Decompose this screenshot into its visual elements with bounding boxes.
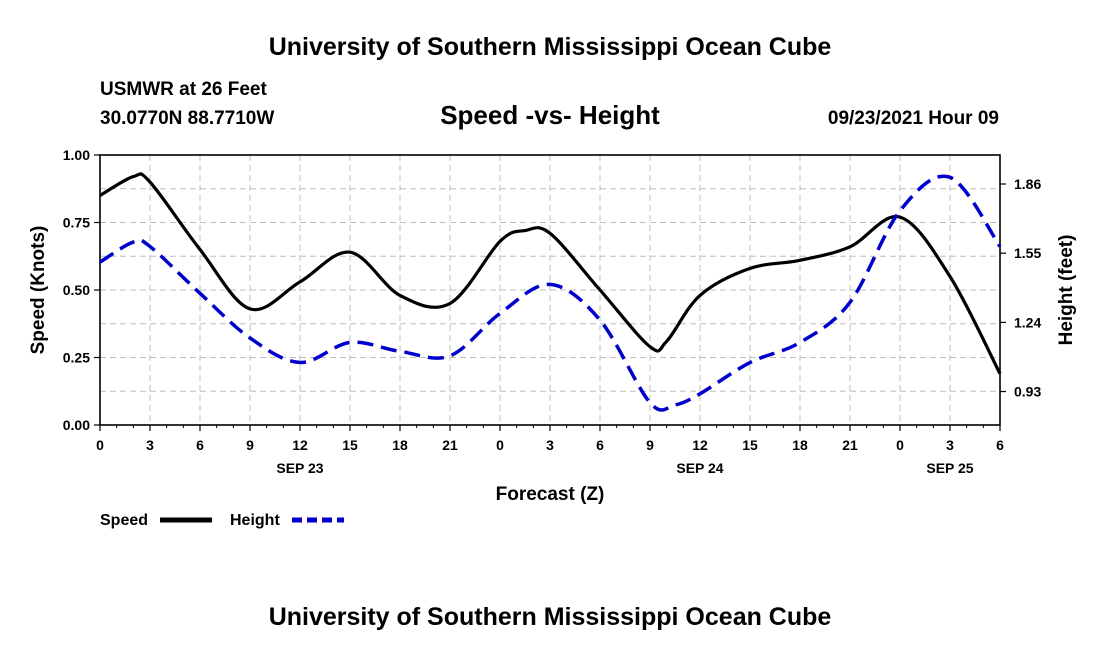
y-right-tick-label: 0.93 [1014, 384, 1041, 400]
x-tick-label: 3 [946, 437, 954, 453]
x-tick-label: 0 [96, 437, 104, 453]
x-tick-label: 21 [442, 437, 458, 453]
timestamp-label: 09/23/2021 Hour 09 [828, 108, 999, 129]
x-tick-label: 15 [342, 437, 358, 453]
x-tick-label: 12 [692, 437, 708, 453]
legend-height-label: Height [230, 512, 280, 529]
location-label: 30.0770N 88.7710W [100, 108, 274, 129]
x-tick-label: 12 [292, 437, 308, 453]
legend-speed-label: Speed [100, 512, 148, 529]
x-tick-label: 6 [596, 437, 604, 453]
x-tick-label: 21 [842, 437, 858, 453]
x-axis-label: Forecast (Z) [496, 484, 605, 505]
x-tick-label: 9 [646, 437, 654, 453]
x-tick-label: 3 [146, 437, 154, 453]
day-label: SEP 24 [676, 460, 723, 476]
x-tick-label: 15 [742, 437, 758, 453]
legend: Speed Height [100, 512, 344, 529]
x-tick-label: 0 [896, 437, 904, 453]
y-left-tick-label: 0.75 [63, 215, 90, 231]
y-axis-right-label: Height (feet) [1056, 235, 1077, 346]
footer-title: University of Southern Mississippi Ocean… [269, 603, 832, 631]
y-right-tick-label: 1.24 [1014, 314, 1041, 330]
x-tick-label: 9 [246, 437, 254, 453]
y-left-tick-label: 0.25 [63, 350, 90, 366]
y-right-tick-label: 1.86 [1014, 176, 1041, 192]
x-tick-label: 0 [496, 437, 504, 453]
x-tick-label: 6 [996, 437, 1004, 453]
axis-ticks: 0 3 6 9 12 15 18 21 0 3 6 9 12 15 18 21 0 3 6 SEP 23 SEP 24 S… [63, 147, 1042, 476]
y-left-tick-label: 0.00 [63, 417, 90, 433]
series-line-height [99, 174, 1002, 412]
day-label: SEP 23 [276, 460, 323, 476]
x-tick-label: 18 [792, 437, 808, 453]
series-line-speed [99, 172, 1002, 375]
y-right-tick-label: 1.55 [1014, 245, 1041, 261]
data-series [99, 172, 1002, 412]
y-axis-left-label: Speed (Knots) [28, 226, 49, 355]
station-label: USMWR at 26 Feet [100, 79, 267, 100]
grid-lines [100, 155, 1000, 425]
chart-subtitle: Speed -vs- Height [440, 100, 660, 130]
x-tick-label: 3 [546, 437, 554, 453]
chart-title: University of Southern Mississippi Ocean… [269, 33, 832, 61]
x-tick-label: 6 [196, 437, 204, 453]
x-tick-label: 18 [392, 437, 408, 453]
day-label: SEP 25 [926, 460, 973, 476]
y-left-tick-label: 0.50 [63, 282, 90, 298]
y-left-tick-label: 1.00 [63, 147, 90, 163]
